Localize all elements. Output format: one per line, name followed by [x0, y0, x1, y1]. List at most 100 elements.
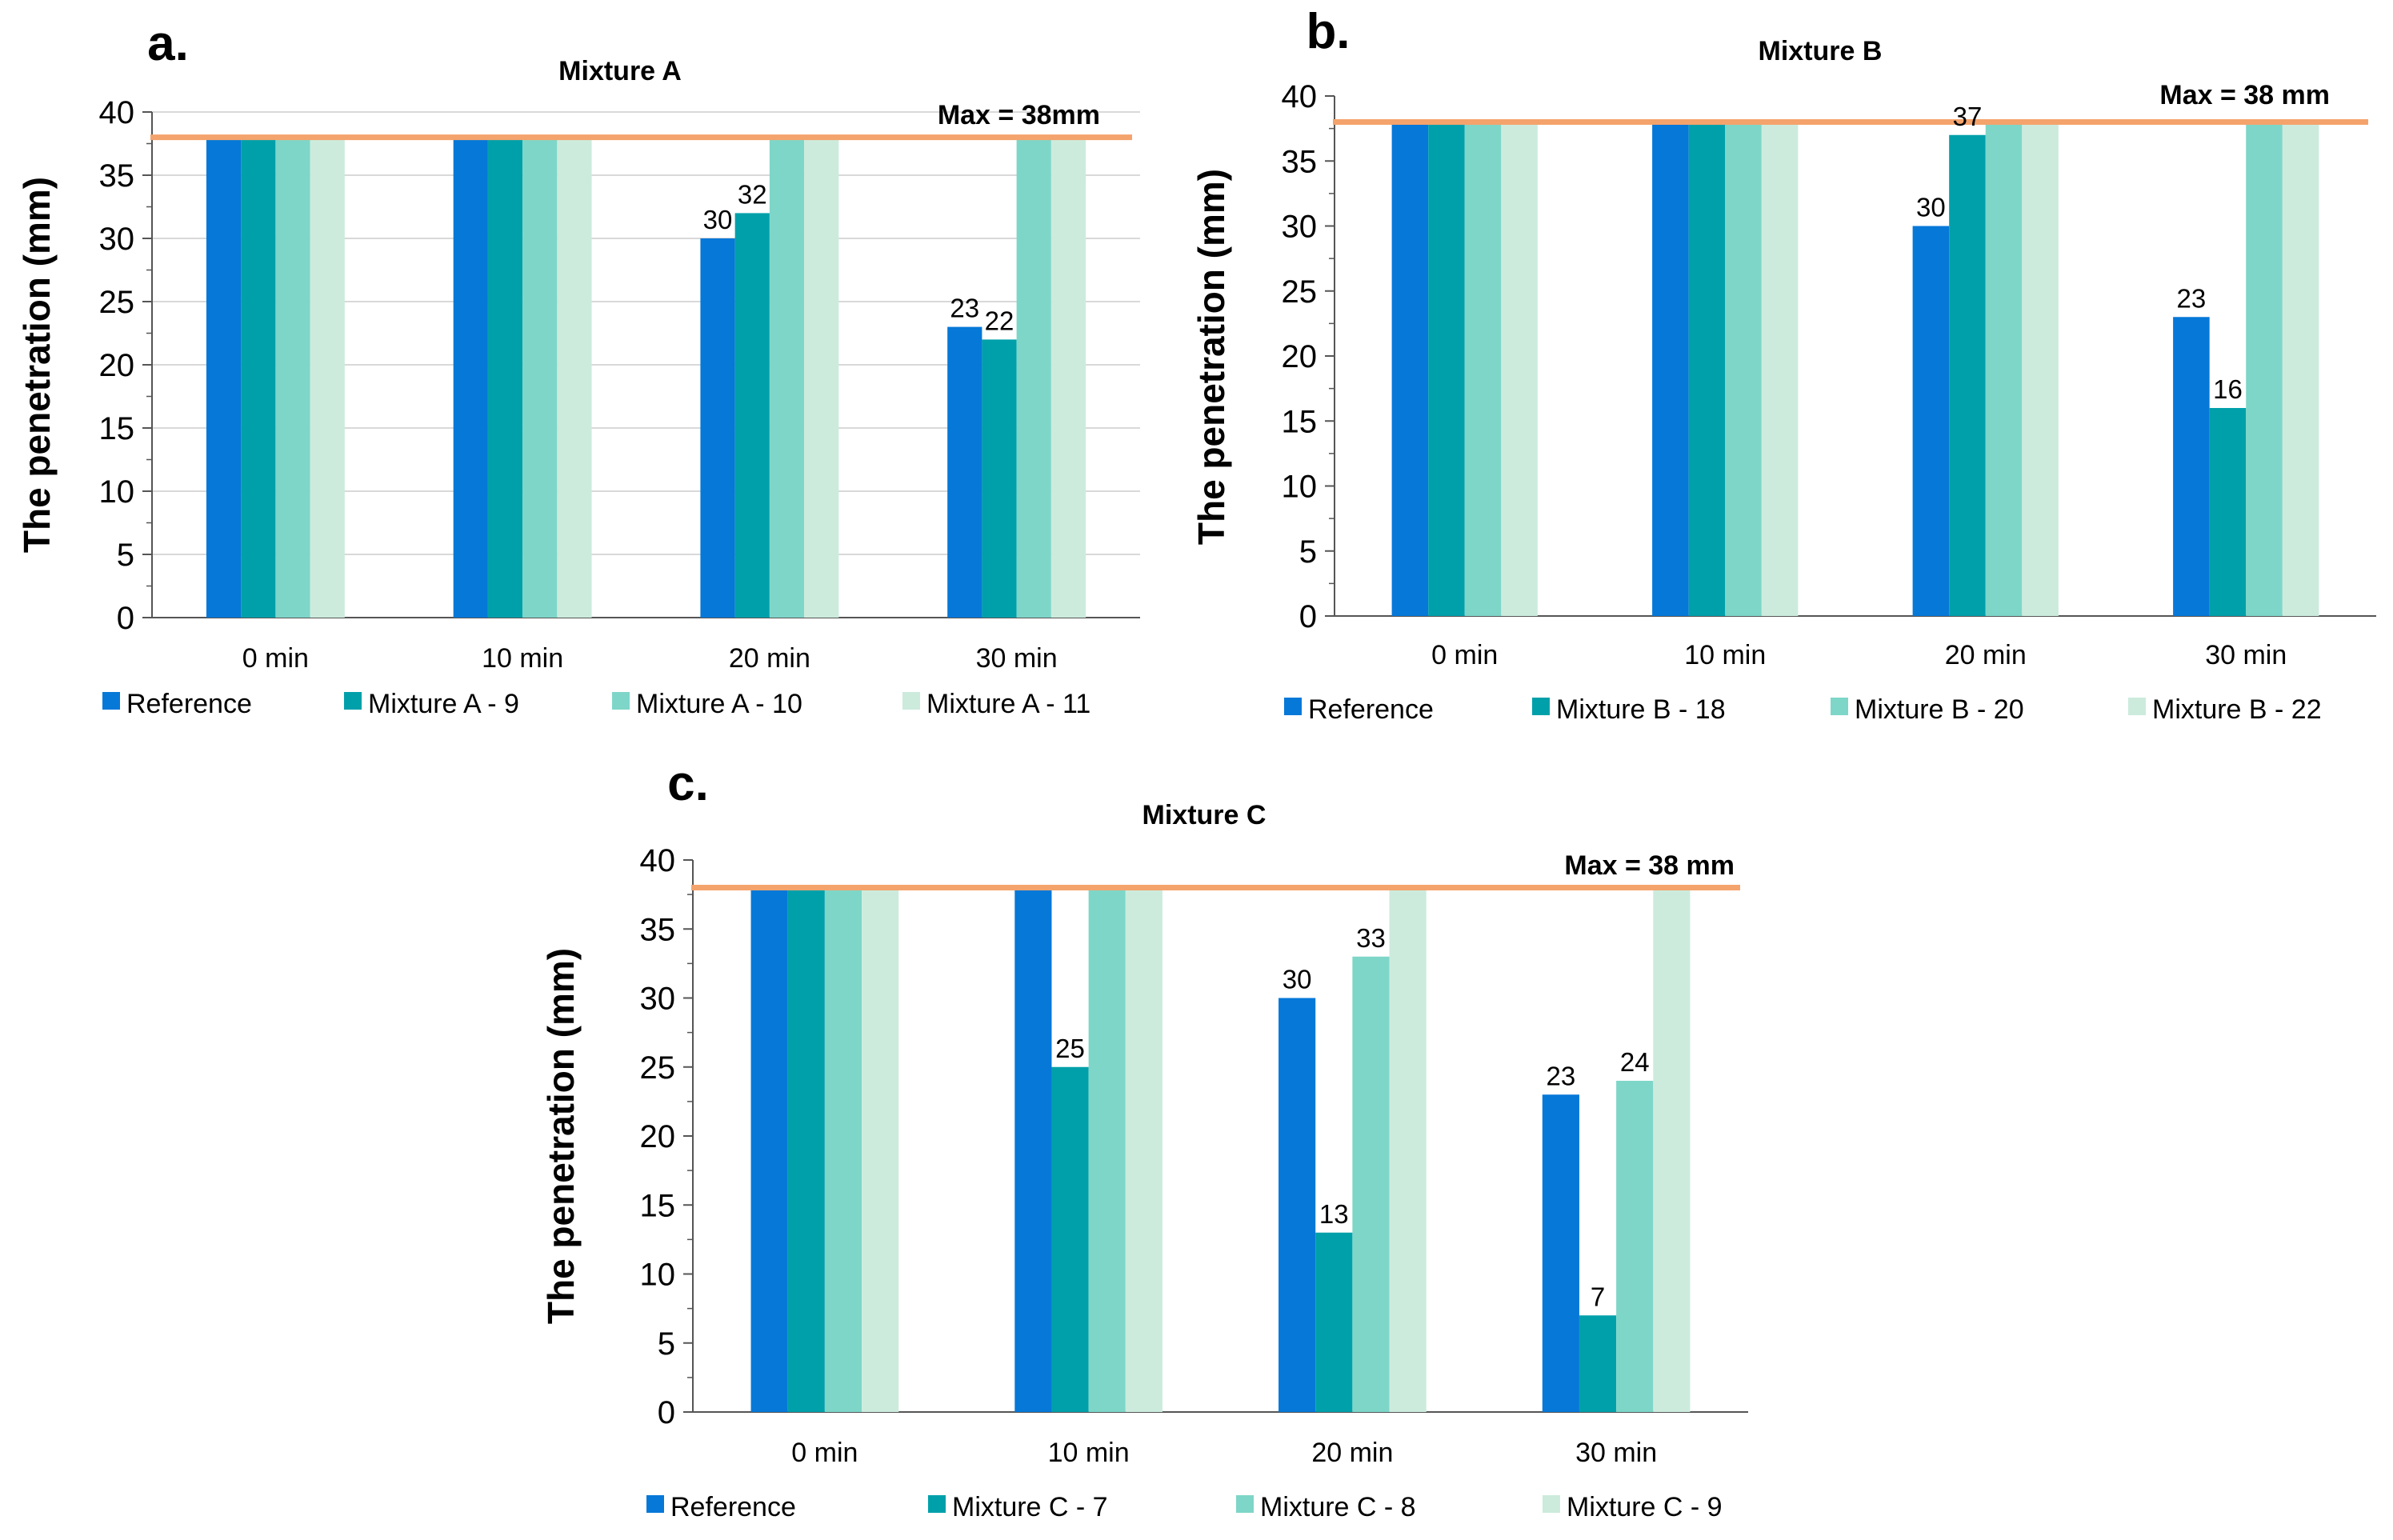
bar-3-1: [275, 137, 310, 618]
bar-2-4: [2209, 408, 2247, 616]
legend-entry: Mixture A - 10: [636, 689, 802, 719]
chart-title: Mixture C: [1142, 800, 1267, 830]
data-label: 33: [1356, 923, 1386, 953]
data-label: 22: [985, 306, 1014, 335]
y-tick-label: 40: [99, 95, 135, 130]
legend-swatch: [928, 1495, 946, 1513]
y-tick-label: 25: [640, 1050, 676, 1086]
y-tick-label: 25: [99, 285, 135, 320]
legend-swatch: [902, 692, 920, 710]
legend-entry: Mixture A - 9: [368, 689, 519, 719]
y-tick-label: 30: [99, 222, 135, 257]
y-tick-label: 40: [640, 843, 676, 878]
bar-1-4: [947, 326, 982, 618]
bar-4-1: [1501, 122, 1538, 616]
max-line-label: Max = 38mm: [938, 100, 1100, 130]
legend-swatch: [102, 692, 120, 710]
legend-swatch: [2128, 698, 2146, 715]
bar-2-2: [487, 137, 523, 618]
bar-2-1: [787, 887, 825, 1412]
y-tick-label: 40: [1282, 79, 1318, 114]
x-tick-label: 10 min: [1048, 1438, 1130, 1468]
legend-swatch: [1284, 698, 1302, 715]
legend-entry: Mixture C - 9: [1567, 1492, 1723, 1522]
data-label: 23: [1547, 1061, 1576, 1090]
bar-1-2: [1652, 122, 1689, 616]
bar-3-3: [1352, 956, 1390, 1412]
bar-4-4: [1653, 887, 1691, 1412]
legend-entry: Mixture C - 8: [1260, 1492, 1416, 1522]
x-tick-label: 20 min: [1945, 640, 2027, 670]
bar-4-3: [804, 137, 839, 618]
x-tick-label: 30 min: [1575, 1438, 1657, 1468]
bar-2-4: [1579, 1315, 1617, 1412]
legend-entry: Reference: [670, 1492, 796, 1522]
data-label: 7: [1591, 1282, 1605, 1311]
bar-1-4: [2173, 317, 2210, 616]
bar-1-3: [700, 238, 735, 618]
bar-2-3: [734, 213, 770, 618]
data-label: 23: [2177, 283, 2207, 313]
legend-swatch: [1236, 1495, 1254, 1513]
y-tick-label: 30: [640, 982, 676, 1017]
legend-swatch: [344, 692, 362, 710]
x-tick-label: 0 min: [242, 643, 309, 674]
x-tick-label: 0 min: [1431, 640, 1498, 670]
chart-title: Mixture B: [1759, 36, 1883, 66]
legend-entry: Mixture B - 20: [1855, 694, 2024, 725]
x-tick-label: 20 min: [729, 643, 810, 674]
x-tick-label: 30 min: [2205, 640, 2287, 670]
y-tick-label: 10: [640, 1258, 676, 1293]
legend-entry: Mixture B - 22: [2152, 694, 2322, 725]
bar-2-3: [1949, 134, 1986, 616]
legend-swatch: [612, 692, 630, 710]
bar-4-3: [2022, 122, 2059, 616]
bar-2-1: [241, 137, 276, 618]
data-label: 30: [703, 205, 733, 234]
x-tick-label: 20 min: [1311, 1438, 1393, 1468]
data-label: 24: [1620, 1047, 1650, 1077]
chart-title: Mixture A: [558, 56, 682, 86]
legend-entry: Reference: [126, 689, 252, 719]
bar-4-2: [557, 137, 592, 618]
bar-3-1: [824, 887, 862, 1412]
bar-2-4: [982, 339, 1017, 618]
legend-swatch: [1831, 698, 1848, 715]
data-label: 23: [950, 294, 979, 323]
bar-3-1: [1464, 122, 1502, 616]
y-tick-label: 35: [1282, 144, 1318, 179]
bar-3-3: [769, 137, 805, 618]
bar-1-1: [206, 137, 242, 618]
data-label: 13: [1319, 1199, 1349, 1229]
y-tick-label: 0: [658, 1395, 675, 1430]
bar-1-1: [750, 887, 788, 1412]
legend-entry: Mixture C - 7: [952, 1492, 1108, 1522]
bar-4-3: [1389, 887, 1427, 1412]
y-tick-label: 5: [658, 1326, 675, 1362]
y-tick-label: 30: [1282, 210, 1318, 245]
bar-4-2: [1125, 887, 1162, 1412]
y-tick-label: 35: [99, 158, 135, 194]
panel-letter: c.: [667, 756, 709, 811]
bar-3-2: [1725, 122, 1762, 616]
y-tick-label: 20: [99, 348, 135, 383]
y-tick-label: 15: [1282, 404, 1318, 439]
bar-2-2: [1051, 1066, 1089, 1412]
y-axis-label: The penetration (mm): [1190, 169, 1232, 545]
y-axis-label: The penetration (mm): [540, 948, 582, 1324]
bar-4-1: [862, 887, 899, 1412]
data-label: 30: [1283, 965, 1312, 994]
bar-1-1: [1391, 122, 1429, 616]
y-tick-label: 10: [1282, 470, 1318, 505]
x-tick-label: 30 min: [976, 643, 1058, 674]
chart-panel-2: b. Mixture B 0 5 10 15 20 25 30 35 40 The penetrati…: [1190, 4, 2376, 725]
chart-panel-3: c. Mixture C 0 5 10 15 20 25 30 35 40 The penetrati…: [540, 756, 1748, 1522]
bar-3-2: [1088, 887, 1126, 1412]
max-line-label: Max = 38 mm: [1564, 850, 1735, 881]
bar-4-4: [1050, 137, 1086, 618]
x-tick-label: 10 min: [482, 643, 563, 674]
x-tick-label: 0 min: [791, 1438, 858, 1468]
y-tick-label: 15: [640, 1188, 676, 1223]
bar-2-1: [1428, 122, 1465, 616]
y-tick-label: 15: [99, 411, 135, 446]
